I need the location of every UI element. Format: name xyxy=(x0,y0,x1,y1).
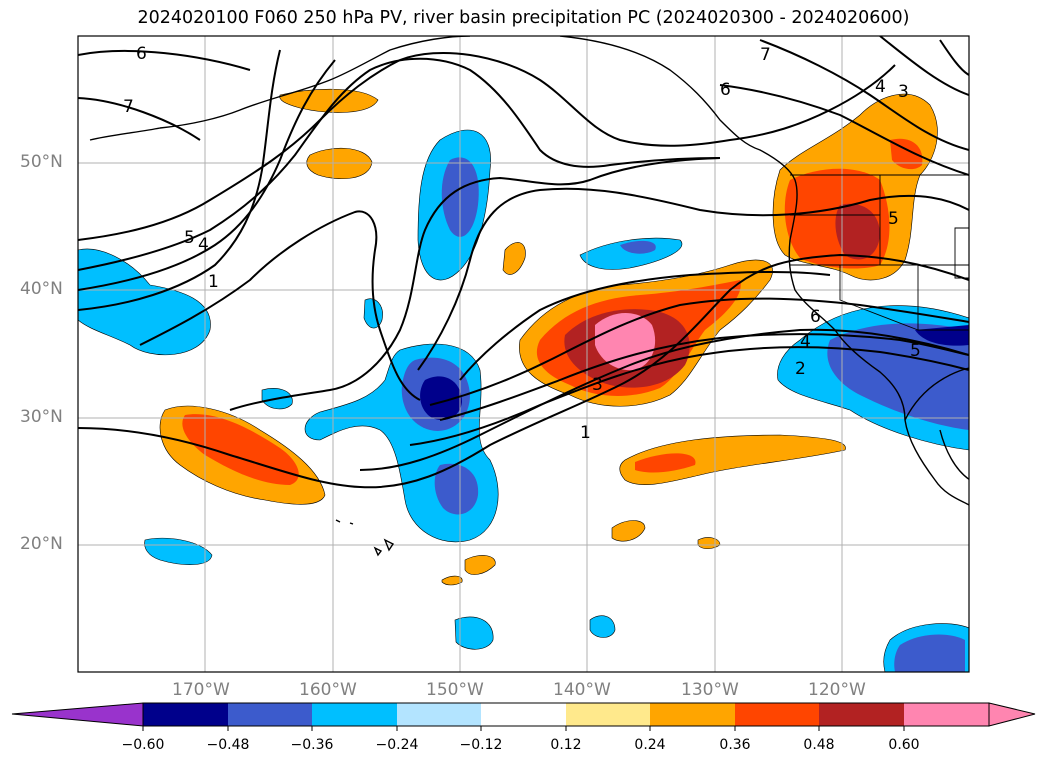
blue-region-west xyxy=(78,248,211,356)
lat-label: 30°N xyxy=(20,407,63,427)
contour-label: 5 xyxy=(910,341,921,361)
colorbar-segment xyxy=(566,703,650,726)
colorbar-tick-label: −0.36 xyxy=(290,737,334,753)
colorbar-tick-label: −0.48 xyxy=(206,737,250,753)
lon-label: 130°W xyxy=(681,680,739,700)
colorbar-tick-label: −0.60 xyxy=(121,737,165,753)
colorbar-segment xyxy=(650,703,735,726)
colorbar-tick-label: 0.24 xyxy=(634,737,666,753)
colorbar-tick-label: 0.12 xyxy=(550,737,582,753)
colorbar-tick-label: −0.24 xyxy=(375,737,419,753)
lon-label: 140°W xyxy=(553,680,611,700)
gridlines xyxy=(78,36,969,672)
colorbar-segment xyxy=(819,703,904,726)
colorbar-segment xyxy=(904,703,989,726)
lat-label: 20°N xyxy=(20,534,63,554)
colorbar-segment xyxy=(143,703,228,726)
lon-label: 160°W xyxy=(299,680,357,700)
colorbar-max-extension xyxy=(988,702,1036,727)
lon-label: 150°W xyxy=(426,680,484,700)
colorbar-tick-label: 0.60 xyxy=(888,737,920,753)
contour-label: 2 xyxy=(795,359,806,379)
contour-label: 4 xyxy=(800,332,811,352)
colorbar-segment xyxy=(397,703,481,726)
colorbar-segment xyxy=(312,703,397,726)
map-title: 2024020100 F060 250 hPa PV, river basin … xyxy=(137,8,910,28)
contour-label: 4 xyxy=(875,77,886,97)
contour-label: 3 xyxy=(898,82,909,102)
pv-contours xyxy=(78,36,969,489)
contour-label: 7 xyxy=(123,97,134,117)
contour-label: 5 xyxy=(184,228,195,248)
contour-label: 6 xyxy=(720,80,731,100)
contour-label: 3 xyxy=(592,375,603,395)
colorbar xyxy=(11,702,1036,731)
contour-label: 7 xyxy=(760,45,771,65)
colorbar-min-extension xyxy=(11,702,144,727)
lon-label: 170°W xyxy=(172,680,230,700)
colorbar-segment xyxy=(735,703,819,726)
contour-label: 4 xyxy=(198,235,209,255)
state-borders xyxy=(790,174,969,331)
colorbar-tick-label: 0.48 xyxy=(803,737,835,753)
colorbar-segment xyxy=(481,703,566,726)
lat-label: 40°N xyxy=(20,279,63,299)
contour-label: 6 xyxy=(810,307,821,327)
lat-label: 50°N xyxy=(20,152,63,172)
colorbar-segment xyxy=(228,703,312,726)
lon-label: 120°W xyxy=(808,680,866,700)
contour-label: 5 xyxy=(888,209,899,229)
contour-label: 1 xyxy=(580,423,591,443)
contour-label: 6 xyxy=(136,44,147,64)
contour-label: 1 xyxy=(208,272,219,292)
colorbar-tick-label: −0.12 xyxy=(459,737,503,753)
colorbar-tick-label: 0.36 xyxy=(719,737,751,753)
